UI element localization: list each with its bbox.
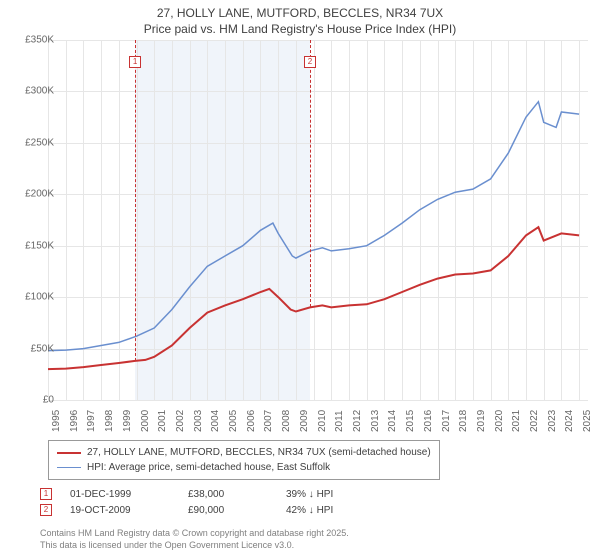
y-tick-label: £200K [25, 189, 54, 200]
x-tick-label: 1996 [69, 410, 80, 432]
x-tick-label: 2014 [387, 410, 398, 432]
x-tick-label: 2025 [582, 410, 593, 432]
x-tick-label: 2023 [547, 410, 558, 432]
title-line-2: Price paid vs. HM Land Registry's House … [0, 22, 600, 38]
x-tick-label: 2004 [210, 410, 221, 432]
legend-label: HPI: Average price, semi-detached house,… [87, 460, 330, 475]
x-tick-label: 2003 [193, 410, 204, 432]
x-tick-label: 2013 [370, 410, 381, 432]
sales-table: 1 01-DEC-1999 £38,000 39% ↓ HPI 2 19-OCT… [40, 488, 396, 520]
chart-title: 27, HOLLY LANE, MUTFORD, BECCLES, NR34 7… [0, 0, 600, 37]
title-line-1: 27, HOLLY LANE, MUTFORD, BECCLES, NR34 7… [0, 6, 600, 22]
x-tick-label: 2016 [423, 410, 434, 432]
x-tick-label: 2017 [441, 410, 452, 432]
x-tick-label: 2009 [299, 410, 310, 432]
x-tick-label: 2024 [564, 410, 575, 432]
x-tick-label: 1997 [86, 410, 97, 432]
legend-row: HPI: Average price, semi-detached house,… [57, 460, 431, 475]
sale-pct: 42% ↓ HPI [286, 505, 396, 516]
x-tick-label: 2000 [140, 410, 151, 432]
x-tick-label: 2007 [263, 410, 274, 432]
x-tick-label: 2002 [175, 410, 186, 432]
series-line-hpi [48, 102, 579, 351]
x-tick-label: 2010 [317, 410, 328, 432]
table-row: 2 19-OCT-2009 £90,000 42% ↓ HPI [40, 504, 396, 516]
y-tick-label: £0 [43, 395, 54, 406]
legend-label: 27, HOLLY LANE, MUTFORD, BECCLES, NR34 7… [87, 445, 431, 460]
sale-date: 19-OCT-2009 [70, 505, 170, 516]
sale-marker-1: 1 [129, 56, 141, 68]
footer-line-2: This data is licensed under the Open Gov… [40, 540, 349, 552]
x-tick-label: 2015 [405, 410, 416, 432]
x-tick-label: 2020 [494, 410, 505, 432]
legend-row: 27, HOLLY LANE, MUTFORD, BECCLES, NR34 7… [57, 445, 431, 460]
x-tick-label: 2006 [246, 410, 257, 432]
x-tick-label: 2005 [228, 410, 239, 432]
y-tick-label: £350K [25, 35, 54, 46]
series-line-price_paid [48, 227, 579, 369]
x-tick-label: 1995 [51, 410, 62, 432]
table-marker: 2 [40, 504, 52, 516]
sale-pct: 39% ↓ HPI [286, 489, 396, 500]
x-tick-label: 1998 [104, 410, 115, 432]
sale-date: 01-DEC-1999 [70, 489, 170, 500]
legend-swatch [57, 452, 81, 454]
x-tick-label: 2012 [352, 410, 363, 432]
x-tick-label: 2019 [476, 410, 487, 432]
legend-swatch [57, 467, 81, 469]
table-row: 1 01-DEC-1999 £38,000 39% ↓ HPI [40, 488, 396, 500]
chart-footer: Contains HM Land Registry data © Crown c… [40, 528, 349, 551]
table-marker: 1 [40, 488, 52, 500]
y-tick-label: £50K [31, 343, 54, 354]
x-tick-label: 1999 [122, 410, 133, 432]
x-tick-label: 2018 [458, 410, 469, 432]
x-tick-label: 2011 [334, 410, 345, 432]
chart-lines [48, 40, 588, 400]
sale-price: £38,000 [188, 489, 268, 500]
y-tick-label: £100K [25, 292, 54, 303]
y-tick-label: £300K [25, 86, 54, 97]
chart-legend: 27, HOLLY LANE, MUTFORD, BECCLES, NR34 7… [48, 440, 440, 480]
x-tick-label: 2008 [281, 410, 292, 432]
x-tick-label: 2022 [529, 410, 540, 432]
x-tick-label: 2001 [157, 410, 168, 432]
y-tick-label: £150K [25, 240, 54, 251]
chart-container: 27, HOLLY LANE, MUTFORD, BECCLES, NR34 7… [0, 0, 600, 560]
sale-price: £90,000 [188, 505, 268, 516]
sale-marker-2: 2 [304, 56, 316, 68]
footer-line-1: Contains HM Land Registry data © Crown c… [40, 528, 349, 540]
y-tick-label: £250K [25, 137, 54, 148]
x-tick-label: 2021 [511, 410, 522, 432]
chart-plot-area: 12 [48, 40, 588, 400]
